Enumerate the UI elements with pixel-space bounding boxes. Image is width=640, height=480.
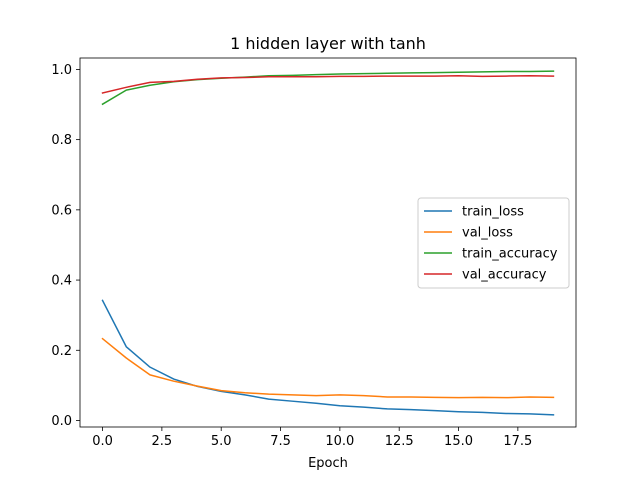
legend-label-val-accuracy: val_accuracy (462, 268, 547, 283)
x-tick-label: 12.5 (385, 434, 414, 449)
legend: train_loss val_loss train_accuracy val_accu… (417, 197, 570, 289)
series-line-val-accuracy (101, 74, 555, 94)
legend-label-val-loss: val_loss (462, 226, 513, 241)
x-tick-label: 5.0 (211, 434, 232, 449)
legend-box (417, 197, 570, 289)
series-line-train-loss (101, 299, 555, 416)
x-tick-label: 7.5 (270, 434, 291, 449)
y-tick-label: 1.0 (51, 63, 72, 78)
axes: 0.0 2.5 5.0 7.5 10.0 12.5 15.0 17.5 0.0 0.2 0.4 0.6… (51, 57, 577, 449)
x-tick-label: 15.0 (444, 434, 473, 449)
x-axis-label: Epoch (308, 456, 348, 471)
legend-label-train-accuracy: train_accuracy (462, 247, 558, 262)
x-tick-label: 17.5 (503, 434, 532, 449)
series-line-val-loss (101, 337, 555, 399)
x-tick-label: 2.5 (152, 434, 173, 449)
y-tick-label: 0.6 (51, 203, 72, 218)
y-tick-label: 0.0 (51, 414, 72, 429)
y-tick-label: 0.4 (51, 274, 72, 289)
chart-title: 1 hidden layer with tanh (230, 34, 426, 53)
y-tick-label: 0.8 (51, 133, 72, 148)
legend-label-train-loss: train_loss (462, 205, 524, 220)
axes-frame (79, 57, 577, 428)
x-tick-label: 0.0 (92, 434, 113, 449)
plot-area (101, 70, 555, 416)
x-tick-label: 10.0 (325, 434, 354, 449)
y-tick-label: 0.2 (51, 344, 72, 359)
